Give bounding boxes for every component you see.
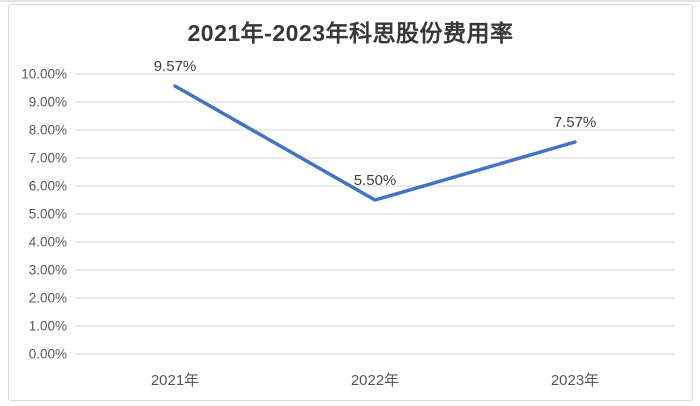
y-axis-tick-label: 3.00% bbox=[29, 263, 67, 278]
y-axis-tick-label: 5.00% bbox=[29, 207, 67, 222]
y-axis-tick-label: 8.00% bbox=[29, 123, 67, 138]
y-axis-tick-label: 1.00% bbox=[29, 319, 67, 334]
data-point-label: 9.57% bbox=[154, 58, 197, 75]
x-axis-category-label: 2022年 bbox=[351, 372, 399, 389]
x-axis-category-label: 2021年 bbox=[151, 372, 199, 389]
y-axis-tick-label: 10.00% bbox=[21, 67, 67, 82]
y-axis-tick-label: 9.00% bbox=[29, 95, 67, 110]
chart-title: 2021年-2023年科思股份费用率 bbox=[187, 20, 514, 46]
data-point-label: 7.57% bbox=[554, 114, 597, 131]
data-point-label: 5.50% bbox=[354, 172, 397, 189]
y-axis-tick-label: 7.00% bbox=[29, 151, 67, 166]
x-axis-category-label: 2023年 bbox=[551, 372, 599, 389]
y-axis-tick-label: 6.00% bbox=[29, 179, 67, 194]
series-line bbox=[173, 84, 577, 202]
y-axis-tick-label: 4.00% bbox=[29, 235, 67, 250]
y-axis-tick-label: 0.00% bbox=[29, 347, 67, 362]
y-axis-tick-label: 2.00% bbox=[29, 291, 67, 306]
chart-frame: 2021年-2023年科思股份费用率 bbox=[8, 4, 693, 401]
